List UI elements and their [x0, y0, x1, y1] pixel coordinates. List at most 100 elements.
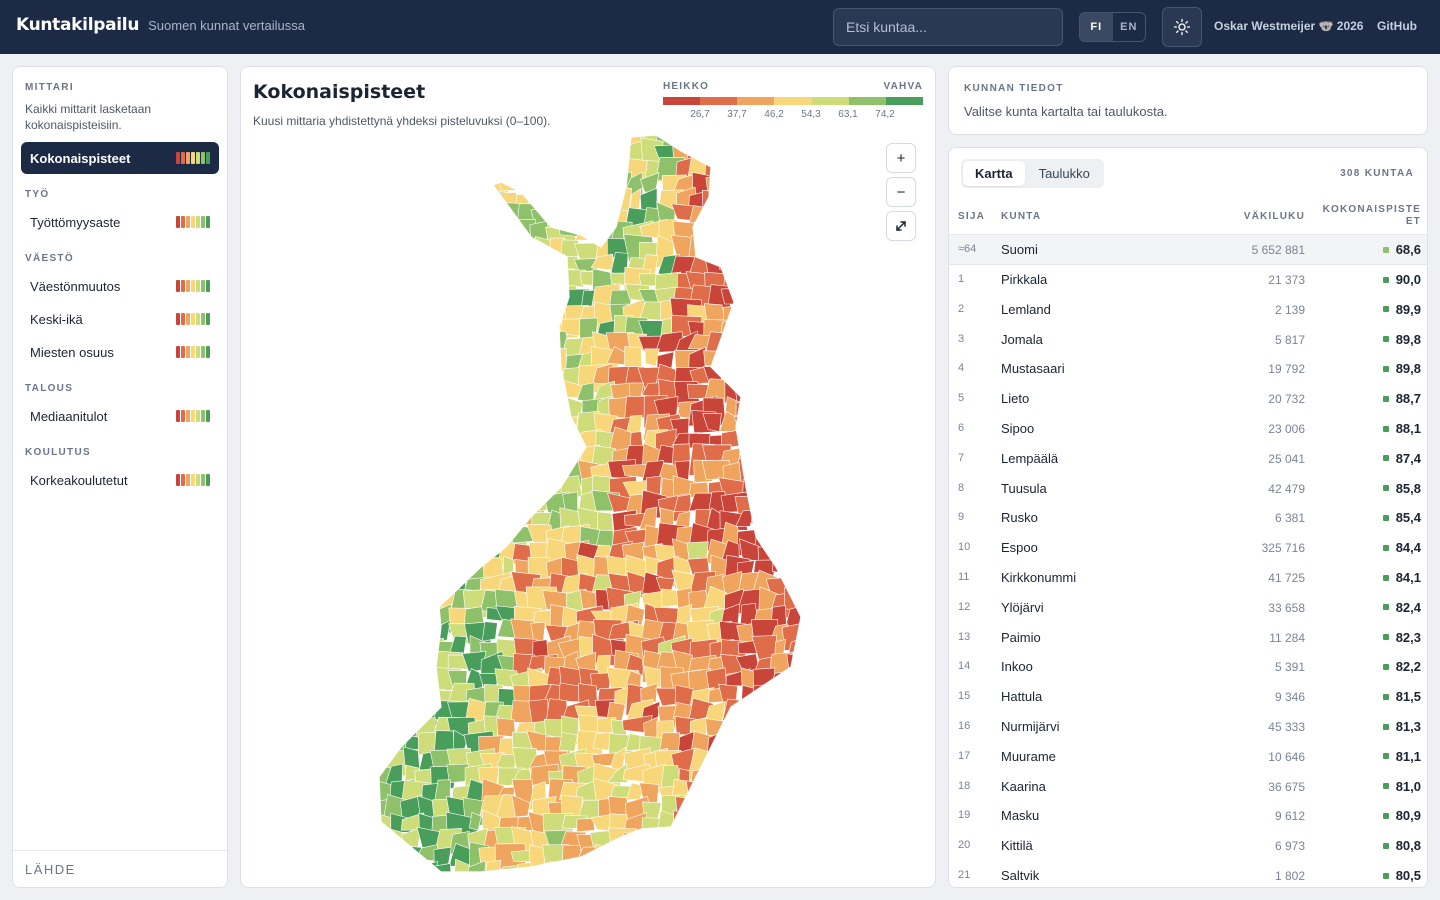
municipality-region[interactable] [606, 127, 632, 142]
municipality-region[interactable] [368, 875, 392, 888]
municipality-region[interactable] [574, 864, 602, 888]
municipality-region[interactable] [384, 530, 407, 546]
municipality-region[interactable] [734, 732, 763, 760]
municipality-region[interactable] [532, 169, 558, 190]
municipality-region[interactable] [399, 431, 419, 449]
municipality-region[interactable] [401, 701, 429, 722]
municipality-region[interactable] [772, 878, 796, 888]
municipality-region[interactable] [451, 283, 477, 308]
municipality-region[interactable] [387, 464, 413, 489]
municipality-region[interactable] [446, 188, 476, 218]
municipality-region[interactable] [737, 779, 764, 799]
municipality-region[interactable] [542, 161, 565, 176]
municipality-region[interactable] [704, 218, 733, 249]
municipality-region[interactable] [430, 522, 458, 558]
municipality-region[interactable] [807, 556, 828, 580]
municipality-region[interactable] [769, 842, 797, 865]
municipality-region[interactable] [701, 189, 733, 221]
municipality-region[interactable] [798, 750, 830, 779]
municipality-region[interactable] [750, 732, 773, 760]
municipality-region[interactable] [724, 124, 741, 149]
table-row-reference[interactable]: ≈64 Suomi 5 652 881 68,6 [949, 235, 1427, 265]
municipality-region[interactable] [421, 443, 445, 469]
table-row[interactable]: 12 Ylöjärvi 33 658 82,4 [949, 593, 1427, 623]
municipality-region[interactable] [545, 185, 568, 206]
municipality-region[interactable] [707, 847, 736, 876]
column-header-score[interactable]: KOKONAISPISTEET [1322, 204, 1421, 227]
source-link[interactable]: LÄHDE [25, 862, 76, 877]
municipality-region[interactable] [386, 876, 405, 888]
municipality-region[interactable] [371, 299, 396, 327]
municipality-region[interactable] [799, 813, 821, 842]
municipality-region[interactable] [655, 829, 675, 847]
municipality-region[interactable] [784, 686, 810, 711]
municipality-region[interactable] [515, 239, 546, 266]
municipality-region[interactable] [415, 125, 442, 151]
municipality-region[interactable] [463, 203, 490, 223]
municipality-region[interactable] [801, 444, 821, 462]
municipality-region[interactable] [638, 877, 660, 888]
municipality-region[interactable] [800, 781, 826, 805]
municipality-region[interactable] [495, 427, 517, 455]
municipality-region[interactable] [750, 348, 784, 379]
municipality-region[interactable] [382, 364, 412, 395]
municipality-region[interactable] [403, 446, 430, 468]
municipality-region[interactable] [368, 331, 394, 355]
municipality-region[interactable] [799, 367, 825, 384]
municipality-region[interactable] [402, 159, 418, 185]
municipality-region[interactable] [478, 202, 511, 232]
municipality-region[interactable] [527, 412, 551, 433]
municipality-region[interactable] [374, 396, 391, 426]
municipality-region[interactable] [400, 685, 423, 710]
municipality-region[interactable] [803, 545, 822, 568]
municipality-region[interactable] [369, 573, 397, 602]
municipality-region[interactable] [545, 863, 575, 879]
zoom-out-button[interactable]: − [886, 177, 916, 207]
municipality-region[interactable] [559, 124, 581, 153]
municipality-region[interactable] [368, 315, 390, 345]
municipality-region[interactable] [433, 329, 456, 360]
municipality-region[interactable] [462, 284, 493, 309]
municipality-region[interactable] [478, 334, 508, 364]
municipality-region[interactable] [768, 123, 793, 146]
municipality-region[interactable] [768, 861, 801, 888]
municipality-region[interactable] [479, 396, 500, 416]
municipality-region[interactable] [606, 763, 628, 784]
municipality-region[interactable] [735, 315, 766, 343]
municipality-region[interactable] [752, 156, 777, 181]
municipality-region[interactable] [369, 524, 397, 553]
table-row[interactable]: 15 Hattula 9 346 81,5 [949, 682, 1427, 712]
municipality-region[interactable] [742, 845, 762, 870]
municipality-region[interactable] [369, 847, 388, 875]
municipality-region[interactable] [383, 300, 408, 320]
municipality-region[interactable] [510, 351, 534, 369]
municipality-region[interactable] [756, 254, 772, 280]
municipality-region[interactable] [450, 429, 471, 446]
table-row[interactable]: 8 Tuusula 42 479 85,8 [949, 474, 1427, 504]
municipality-region[interactable] [532, 427, 557, 459]
municipality-region[interactable] [369, 464, 396, 494]
municipality-region[interactable] [511, 460, 536, 481]
municipality-region[interactable] [398, 251, 427, 284]
municipality-region[interactable] [736, 698, 761, 725]
municipality-region[interactable] [384, 558, 414, 579]
municipality-region[interactable] [766, 203, 790, 223]
municipality-region[interactable] [757, 298, 783, 329]
municipality-region[interactable] [802, 638, 824, 660]
municipality-region[interactable] [370, 861, 391, 885]
municipality-region[interactable] [437, 429, 462, 459]
municipality-region[interactable] [402, 189, 429, 209]
municipality-region[interactable] [753, 798, 778, 826]
municipality-region[interactable] [783, 284, 807, 310]
municipality-region[interactable] [804, 875, 828, 888]
municipality-region[interactable] [673, 831, 696, 855]
municipality-region[interactable] [787, 352, 808, 372]
municipality-region[interactable] [383, 141, 415, 164]
municipality-region[interactable] [704, 778, 730, 808]
municipality-region[interactable] [751, 781, 783, 810]
municipality-region[interactable] [493, 316, 516, 340]
municipality-region[interactable] [398, 511, 428, 538]
municipality-region[interactable] [706, 126, 732, 143]
municipality-region[interactable] [398, 233, 430, 266]
municipality-region[interactable] [788, 830, 808, 853]
